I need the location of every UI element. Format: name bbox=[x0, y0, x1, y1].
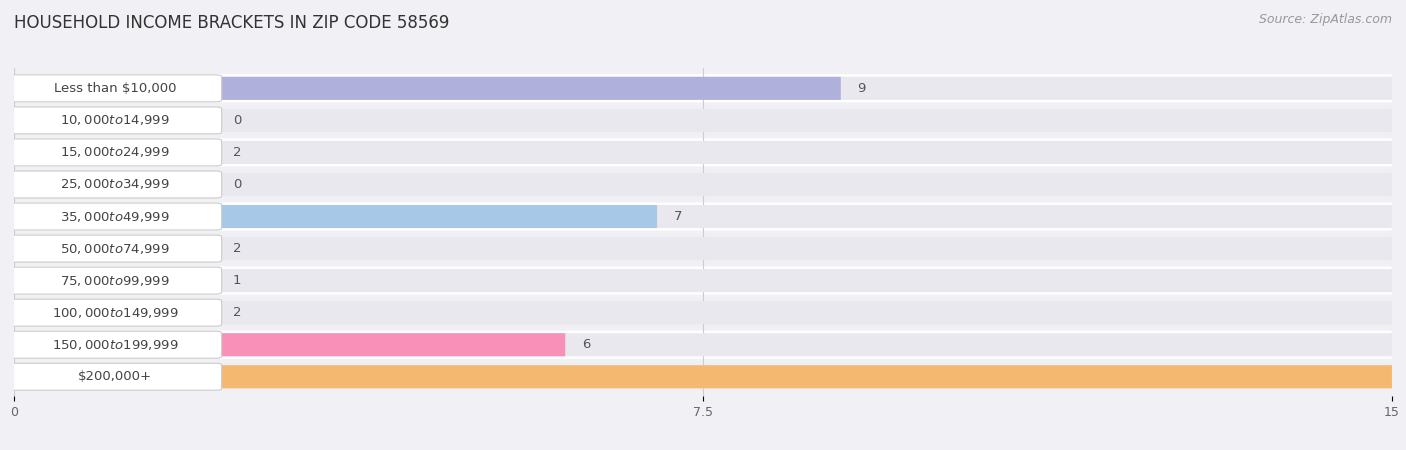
Text: $50,000 to $74,999: $50,000 to $74,999 bbox=[60, 242, 170, 256]
FancyBboxPatch shape bbox=[8, 139, 222, 166]
FancyBboxPatch shape bbox=[14, 333, 1392, 356]
FancyBboxPatch shape bbox=[8, 107, 222, 134]
FancyBboxPatch shape bbox=[14, 202, 1392, 231]
FancyBboxPatch shape bbox=[14, 333, 565, 356]
Text: 1: 1 bbox=[232, 274, 242, 287]
Text: HOUSEHOLD INCOME BRACKETS IN ZIP CODE 58569: HOUSEHOLD INCOME BRACKETS IN ZIP CODE 58… bbox=[14, 14, 450, 32]
FancyBboxPatch shape bbox=[14, 237, 1392, 260]
FancyBboxPatch shape bbox=[14, 301, 1392, 324]
Text: 2: 2 bbox=[232, 242, 242, 255]
Text: $25,000 to $34,999: $25,000 to $34,999 bbox=[60, 177, 170, 192]
Text: Less than $10,000: Less than $10,000 bbox=[53, 82, 176, 95]
Text: 2: 2 bbox=[232, 306, 242, 319]
Text: 9: 9 bbox=[858, 82, 866, 95]
FancyBboxPatch shape bbox=[8, 267, 222, 294]
FancyBboxPatch shape bbox=[14, 109, 1392, 132]
FancyBboxPatch shape bbox=[14, 141, 1392, 164]
FancyBboxPatch shape bbox=[14, 171, 1392, 198]
Text: $200,000+: $200,000+ bbox=[79, 370, 152, 383]
Text: $75,000 to $99,999: $75,000 to $99,999 bbox=[60, 274, 170, 288]
FancyBboxPatch shape bbox=[8, 171, 222, 198]
FancyBboxPatch shape bbox=[14, 266, 1392, 295]
FancyBboxPatch shape bbox=[14, 205, 1392, 228]
FancyBboxPatch shape bbox=[14, 301, 198, 324]
FancyBboxPatch shape bbox=[14, 269, 1392, 292]
FancyBboxPatch shape bbox=[8, 75, 222, 102]
FancyBboxPatch shape bbox=[14, 77, 841, 100]
FancyBboxPatch shape bbox=[14, 77, 1392, 100]
FancyBboxPatch shape bbox=[14, 365, 1392, 388]
FancyBboxPatch shape bbox=[8, 235, 222, 262]
FancyBboxPatch shape bbox=[14, 365, 1392, 388]
Text: Source: ZipAtlas.com: Source: ZipAtlas.com bbox=[1258, 14, 1392, 27]
FancyBboxPatch shape bbox=[14, 331, 1392, 359]
Text: 2: 2 bbox=[232, 146, 242, 159]
Text: $150,000 to $199,999: $150,000 to $199,999 bbox=[52, 338, 179, 352]
Text: $35,000 to $49,999: $35,000 to $49,999 bbox=[60, 210, 170, 224]
Text: $15,000 to $24,999: $15,000 to $24,999 bbox=[60, 145, 170, 159]
FancyBboxPatch shape bbox=[14, 74, 1392, 103]
FancyBboxPatch shape bbox=[8, 203, 222, 230]
FancyBboxPatch shape bbox=[14, 363, 1392, 391]
FancyBboxPatch shape bbox=[14, 106, 1392, 135]
FancyBboxPatch shape bbox=[8, 299, 222, 326]
FancyBboxPatch shape bbox=[8, 331, 222, 358]
FancyBboxPatch shape bbox=[14, 237, 198, 260]
FancyBboxPatch shape bbox=[14, 173, 1392, 196]
Text: 0: 0 bbox=[232, 114, 240, 127]
Text: 7: 7 bbox=[673, 210, 682, 223]
FancyBboxPatch shape bbox=[8, 363, 222, 390]
Text: 0: 0 bbox=[232, 178, 240, 191]
FancyBboxPatch shape bbox=[14, 205, 657, 228]
Text: 6: 6 bbox=[582, 338, 591, 351]
FancyBboxPatch shape bbox=[14, 298, 1392, 327]
FancyBboxPatch shape bbox=[14, 234, 1392, 263]
FancyBboxPatch shape bbox=[14, 138, 1392, 166]
Text: $10,000 to $14,999: $10,000 to $14,999 bbox=[60, 113, 170, 127]
Text: $100,000 to $149,999: $100,000 to $149,999 bbox=[52, 306, 179, 320]
FancyBboxPatch shape bbox=[14, 269, 105, 292]
FancyBboxPatch shape bbox=[14, 141, 198, 164]
